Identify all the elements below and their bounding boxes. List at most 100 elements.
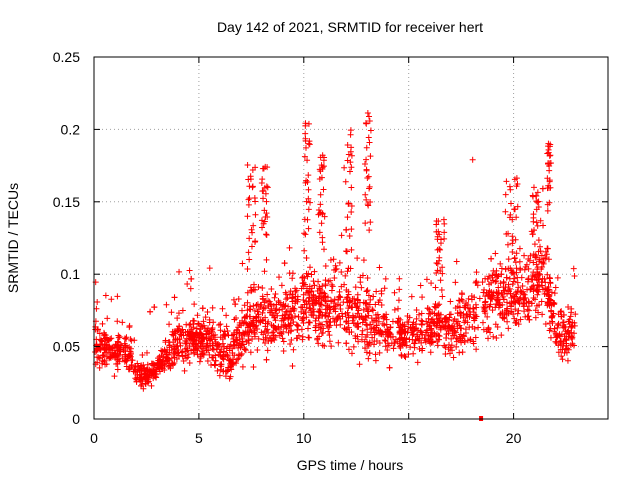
data-point: [241, 319, 248, 326]
data-point: [375, 327, 382, 334]
data-point: [532, 296, 539, 303]
data-point: [344, 214, 351, 221]
data-point: [563, 337, 570, 344]
data-point: [268, 337, 275, 344]
data-point: [544, 271, 551, 278]
data-point: [427, 349, 434, 356]
data-point: [239, 260, 246, 267]
data-point: [543, 290, 550, 297]
data-point: [456, 349, 463, 356]
data-point: [241, 330, 248, 337]
data-point: [332, 262, 339, 269]
data-point: [94, 354, 101, 361]
data-point: [544, 150, 551, 157]
data-point: [115, 339, 122, 346]
data-point: [490, 333, 497, 340]
data-point: [445, 323, 452, 330]
data-point: [410, 325, 417, 332]
data-point: [245, 196, 252, 203]
data-point: [358, 284, 365, 291]
data-point: [363, 144, 370, 151]
data-point: [93, 347, 100, 354]
data-point: [473, 269, 480, 276]
data-point: [456, 304, 463, 311]
data-point: [246, 235, 253, 242]
data-point: [503, 231, 510, 238]
data-point: [131, 337, 138, 344]
data-point: [383, 329, 390, 336]
data-point: [418, 310, 425, 317]
data-point: [303, 255, 310, 262]
data-point: [350, 343, 357, 350]
data-point: [354, 296, 361, 303]
data-point: [485, 324, 492, 331]
data-point: [319, 321, 326, 328]
data-point: [363, 156, 370, 163]
data-point: [458, 296, 465, 303]
data-point: [502, 208, 509, 215]
data-point: [255, 335, 262, 342]
data-point: [165, 355, 172, 362]
data-point: [503, 178, 510, 185]
data-point: [345, 265, 352, 272]
data-point: [171, 354, 178, 361]
data-point: [436, 257, 443, 264]
data-point: [522, 263, 529, 270]
data-point: [568, 323, 575, 330]
data-point: [390, 345, 397, 352]
data-point: [370, 341, 377, 348]
data-point: [336, 259, 343, 266]
data-point: [504, 241, 511, 248]
data-point: [251, 238, 258, 245]
data-point: [244, 265, 251, 272]
data-point: [333, 317, 340, 324]
data-point: [434, 233, 441, 240]
data-point: [447, 350, 454, 357]
data-point: [199, 305, 206, 312]
data-point: [108, 296, 115, 303]
data-point: [319, 342, 326, 349]
data-point: [394, 318, 401, 325]
data-point: [552, 284, 559, 291]
data-point: [354, 255, 361, 262]
data-point: [233, 329, 240, 336]
data-point: [262, 304, 269, 311]
data-point: [199, 323, 206, 330]
data-point: [245, 201, 252, 208]
data-point: [520, 303, 527, 310]
data-point: [391, 340, 398, 347]
data-point: [329, 283, 336, 290]
data-point: [362, 191, 369, 198]
data-point: [116, 333, 123, 340]
data-point: [533, 198, 540, 205]
data-point: [202, 314, 209, 321]
data-point: [123, 334, 130, 341]
data-point: [276, 274, 283, 281]
data-point: [540, 258, 547, 265]
data-point: [492, 278, 499, 285]
data-point: [134, 360, 141, 367]
data-point: [226, 347, 233, 354]
data-point: [512, 259, 519, 266]
data-point: [292, 285, 299, 292]
data-point: [366, 139, 373, 146]
data-point: [376, 264, 383, 271]
data-point: [364, 175, 371, 182]
data-point: [305, 325, 312, 332]
data-point: [255, 311, 262, 318]
data-point: [544, 287, 551, 294]
data-point: [396, 286, 403, 293]
data-point: [289, 291, 296, 298]
data-point: [126, 344, 133, 351]
data-point: [320, 294, 327, 301]
data-point: [534, 282, 541, 289]
data-point: [402, 354, 409, 361]
data-point: [419, 294, 426, 301]
data-point: [231, 316, 238, 323]
data-point: [424, 329, 431, 336]
data-point: [235, 296, 242, 303]
data-point: [363, 120, 370, 127]
data-point: [221, 332, 228, 339]
data-point: [365, 355, 372, 362]
data-point: [220, 353, 227, 360]
